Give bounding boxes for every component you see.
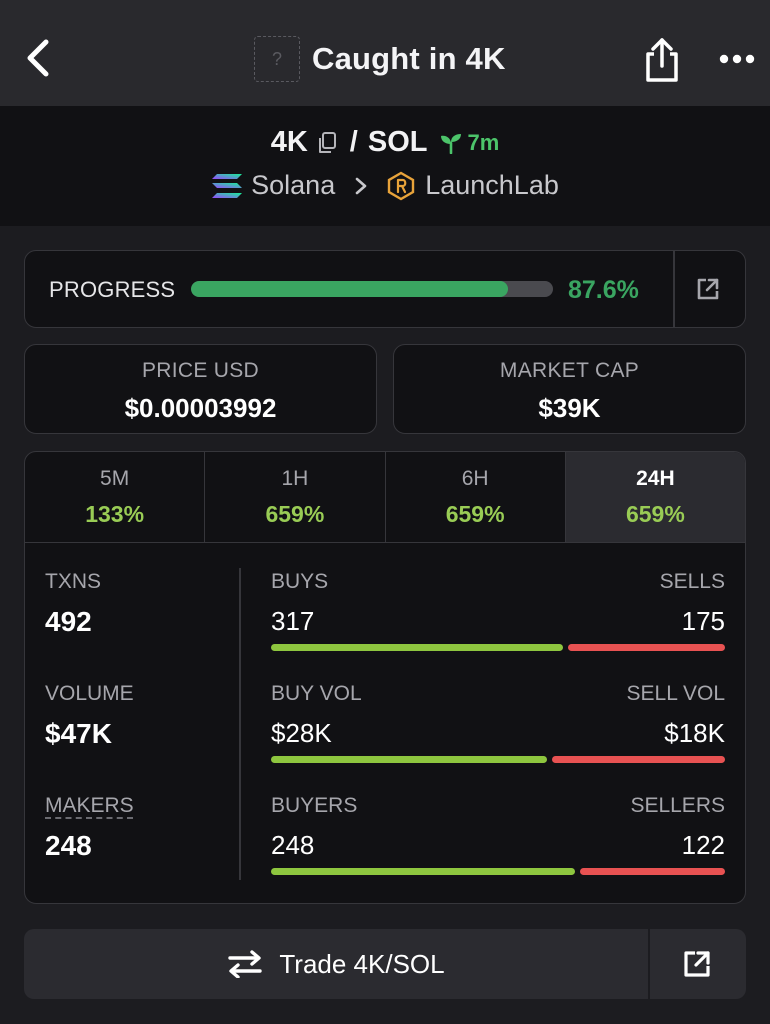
progress-bar-fill <box>191 281 509 297</box>
market-cap-label: MARKET CAP <box>499 359 640 382</box>
buys-value: 317 <box>271 606 315 636</box>
market-cap-card: MARKET CAP $39K <box>393 344 746 434</box>
buys-sells-row: BUYS SELLS 317 175 <box>271 570 725 670</box>
tab-change: 133% <box>85 501 145 527</box>
buyers-value: 248 <box>271 830 315 860</box>
pair-separator: / <box>349 126 358 158</box>
makers-value: 248 <box>45 830 92 861</box>
sell-ratio-bar <box>552 756 725 763</box>
share-icon <box>646 38 678 82</box>
sellers-value: 122 <box>681 830 725 860</box>
back-button[interactable] <box>22 38 58 78</box>
buy-vol-value: $28K <box>271 718 332 748</box>
market-cap-value: $39K <box>538 393 601 423</box>
top-bar: ? Caught in 4K <box>0 0 770 106</box>
buy-ratio-bar <box>271 868 576 875</box>
makers-metric: MAKERS 248 <box>45 794 225 862</box>
solana-icon <box>212 173 243 198</box>
sellers-label: SELLERS <box>630 794 725 817</box>
volume-value: $47K <box>45 718 112 749</box>
main-content: PROGRESS 87.6% PRICE USD $0.00003992 MAR… <box>0 226 770 1024</box>
buy-ratio-bar <box>271 644 564 651</box>
tab-change: 659% <box>625 501 685 527</box>
chain-breadcrumb: Solana LaunchLab <box>0 170 770 201</box>
divider <box>239 568 241 880</box>
trade-button[interactable]: Trade 4K/SOL <box>24 929 648 999</box>
progress-label: PROGRESS <box>49 277 176 302</box>
timeframe-tabs: 5M 133% 1H 659% 6H 659% 24H 659% <box>25 452 745 543</box>
trade-label: Trade 4K/SOL <box>279 948 445 979</box>
dex-name[interactable]: LaunchLab <box>425 170 559 200</box>
buys-sells-bar <box>271 644 725 651</box>
page-title: Caught in 4K <box>312 41 506 76</box>
tab-label: 6H <box>461 467 489 490</box>
tab-1h[interactable]: 1H 659% <box>205 452 386 542</box>
makers-label[interactable]: MAKERS <box>45 794 134 817</box>
volume-label: VOLUME <box>45 682 134 705</box>
divider <box>648 929 650 999</box>
divider <box>673 251 675 327</box>
sell-vol-label: SELL VOL <box>626 682 725 705</box>
tab-label: 5M <box>100 467 130 490</box>
sprout-icon <box>441 133 462 154</box>
token-image-placeholder: ? <box>254 36 300 82</box>
pair-header: 4K / SOL 7m Solana <box>0 106 770 226</box>
volume-metric: VOLUME $47K <box>45 682 225 750</box>
more-horizontal-icon <box>719 54 755 64</box>
price-value: $0.00003992 <box>124 393 277 423</box>
price-usd-card: PRICE USD $0.00003992 <box>24 344 377 434</box>
sells-label: SELLS <box>659 570 725 593</box>
progress-card: PROGRESS 87.6% <box>24 250 746 328</box>
progress-percent: 87.6% <box>568 276 639 304</box>
copy-icon[interactable] <box>316 131 338 155</box>
sell-vol-value: $18K <box>664 718 725 748</box>
buyers-sellers-bar <box>271 868 725 875</box>
price-label: PRICE USD <box>141 359 260 382</box>
base-symbol: 4K <box>270 126 308 158</box>
tab-label: 24H <box>636 467 675 490</box>
launchlab-icon <box>388 171 415 200</box>
chevron-right-icon <box>355 177 367 194</box>
tab-6h[interactable]: 6H 659% <box>386 452 566 542</box>
external-link-icon[interactable] <box>695 276 721 302</box>
more-button[interactable] <box>716 46 758 72</box>
buy-sell-volume-bar <box>271 756 725 763</box>
tab-5m[interactable]: 5M 133% <box>25 452 206 542</box>
txns-value: 492 <box>45 606 92 637</box>
txns-label: TXNS <box>45 570 102 593</box>
tab-change: 659% <box>265 501 325 527</box>
chevron-left-icon <box>27 39 49 77</box>
pair-row: 4K / SOL 7m <box>0 126 770 159</box>
sell-ratio-bar <box>580 868 725 875</box>
chain-name[interactable]: Solana <box>251 170 336 200</box>
txns-metric: TXNS 492 <box>45 570 225 638</box>
tab-24h[interactable]: 24H 659% <box>565 452 745 542</box>
buy-vol-label: BUY VOL <box>271 682 362 705</box>
trade-bar: Trade 4K/SOL <box>24 929 746 999</box>
share-button[interactable] <box>640 36 684 84</box>
tab-change: 659% <box>445 501 505 527</box>
external-link-icon[interactable] <box>682 949 712 979</box>
buyers-sellers-row: BUYERS SELLERS 248 122 <box>271 794 725 894</box>
tab-label: 1H <box>281 467 309 490</box>
buys-label: BUYS <box>271 570 329 593</box>
sell-ratio-bar <box>568 644 725 651</box>
progress-bar <box>191 281 553 297</box>
pair-age: 7m <box>467 129 500 155</box>
stats-card: 5M 133% 1H 659% 6H 659% 24H 659% TXNS 49… <box>24 451 746 904</box>
sells-value: 175 <box>681 606 725 636</box>
buyers-label: BUYERS <box>271 794 358 817</box>
title-group: ? Caught in 4K <box>254 35 506 83</box>
buy-ratio-bar <box>271 756 548 763</box>
buy-sell-volume-row: BUY VOL SELL VOL $28K $18K <box>271 682 725 782</box>
swap-icon <box>228 950 263 978</box>
quote-symbol: SOL <box>367 126 428 158</box>
